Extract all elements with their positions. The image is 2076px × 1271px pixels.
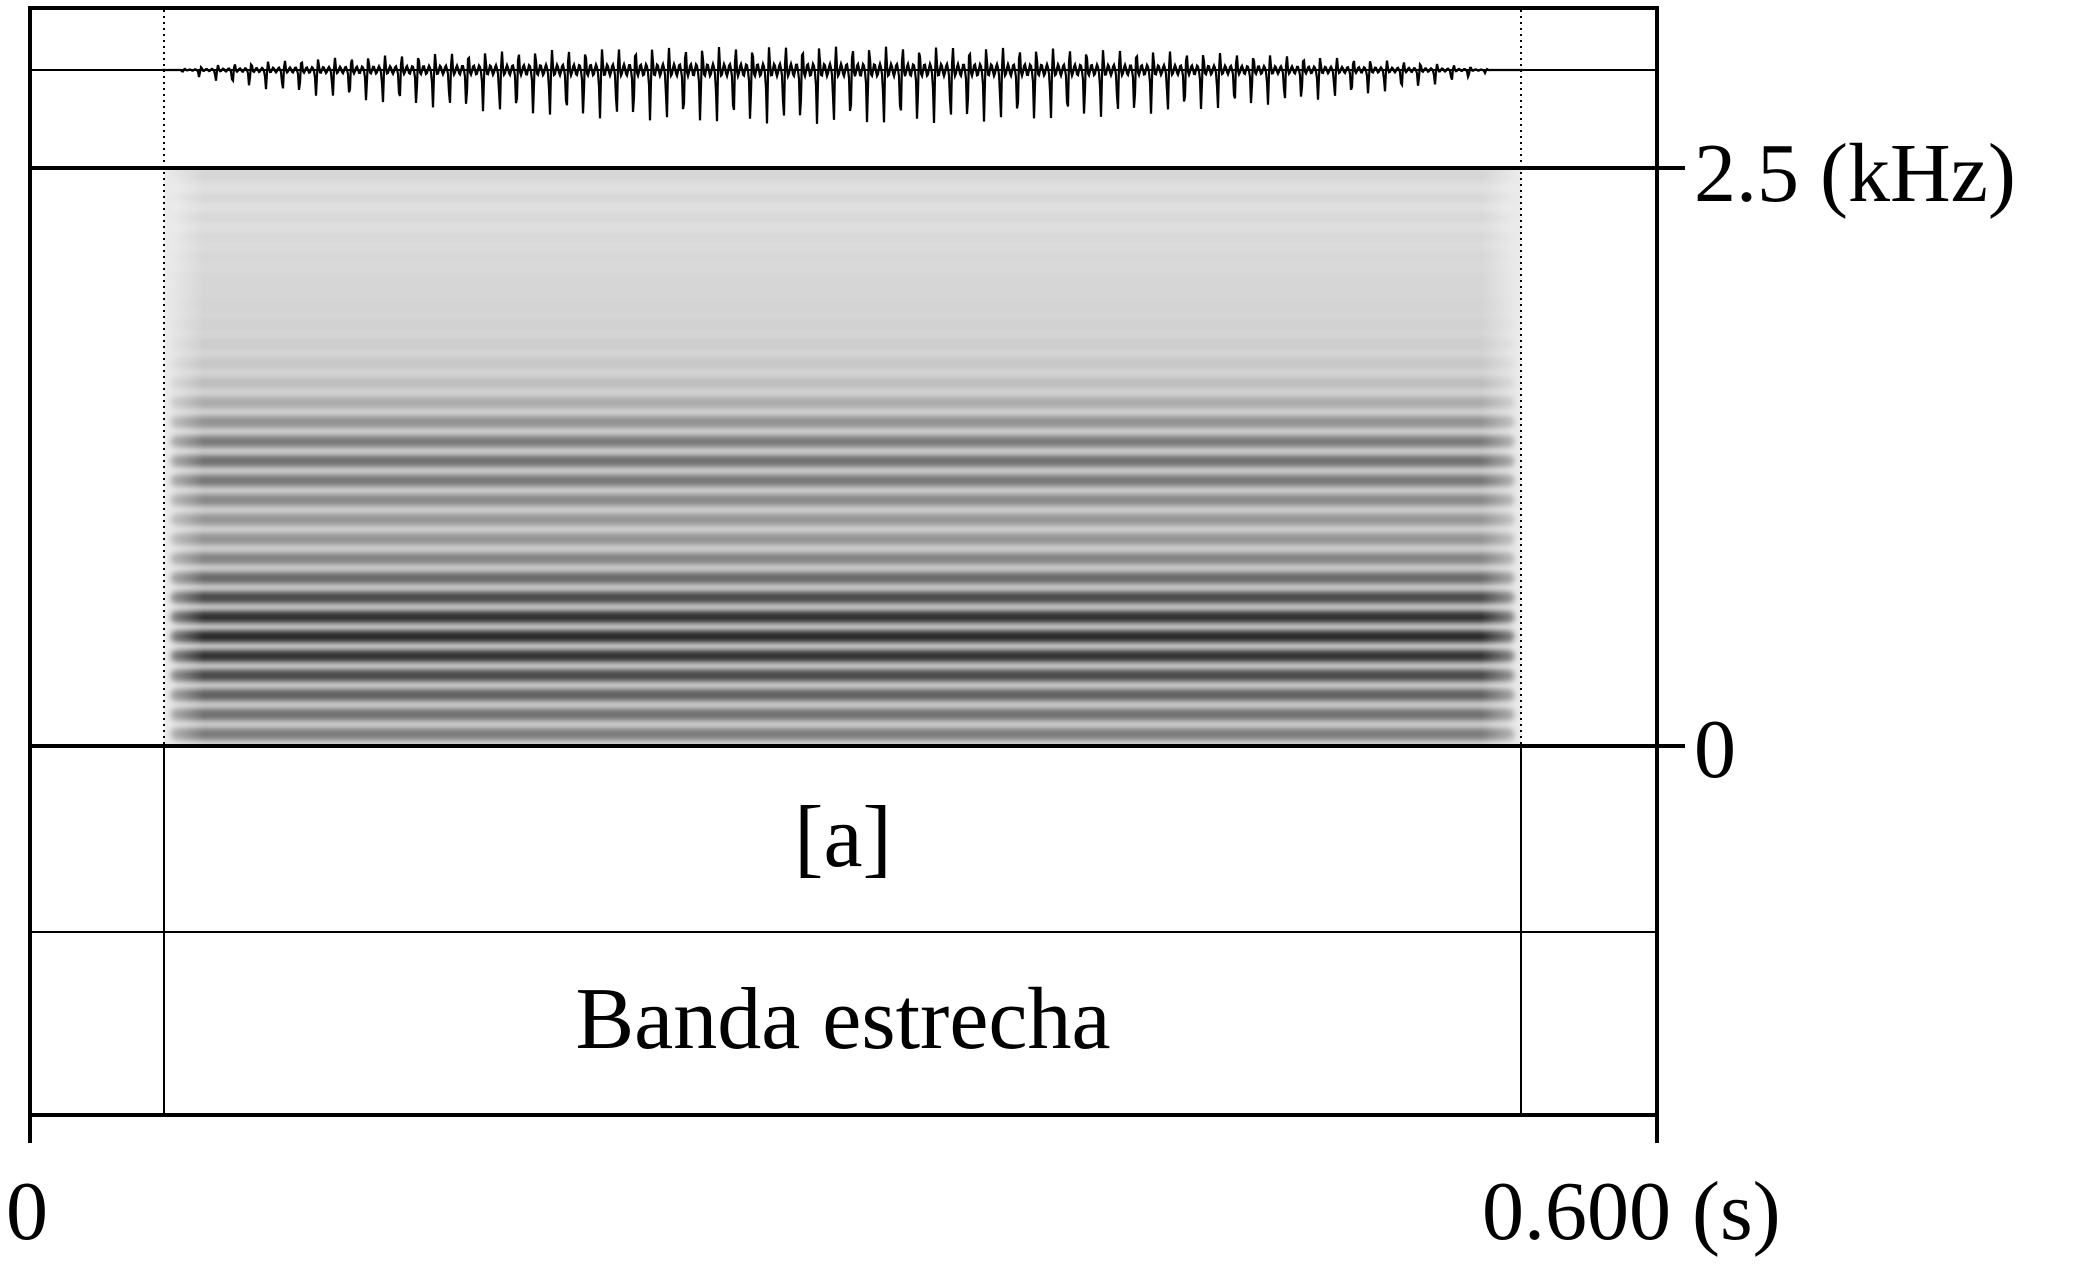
figure-frame: [28, 6, 1659, 1117]
time-end-label: 0.600 (s): [1482, 1165, 1781, 1258]
waveform: [162, 46, 1523, 124]
frequency-max-label: 2.5 (kHz): [1694, 127, 2016, 220]
segment-tier-label: [a]: [794, 789, 892, 886]
description-tier-label: Banda estrecha: [575, 971, 1111, 1068]
time-start-label: 0: [6, 1165, 48, 1258]
frequency-min-label: 0: [1694, 703, 1736, 796]
spectrogram-edge-fade: [163, 170, 1522, 745]
